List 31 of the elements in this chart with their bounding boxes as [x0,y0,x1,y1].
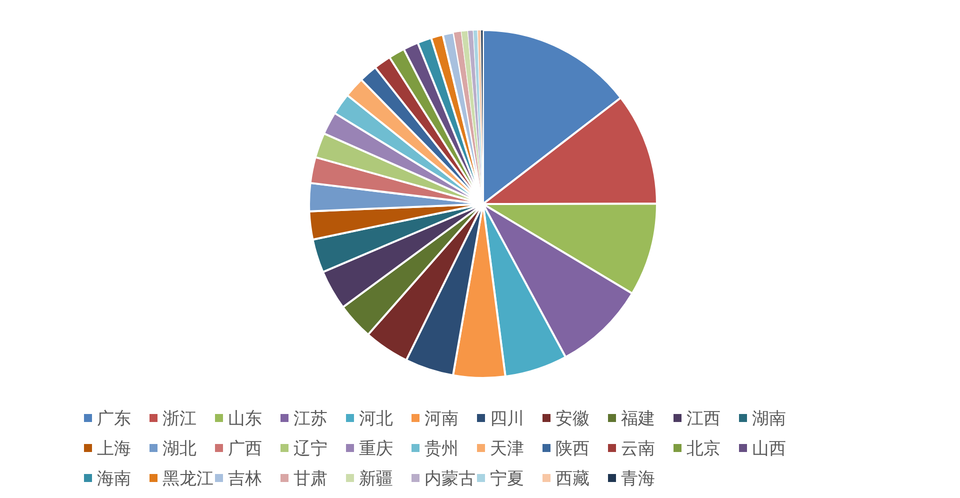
legend-label: 安徽 [556,409,590,429]
legend-label: 湖南 [752,409,786,429]
legend-label: 四川 [490,409,524,429]
legend-label: 西藏 [556,469,590,489]
legend-label: 陕西 [556,439,590,459]
legend-label: 浙江 [162,409,196,429]
legend-label: 广东 [97,409,131,429]
legend-label: 辽宁 [294,439,328,459]
legend-label: 青海 [621,469,655,489]
legend-label: 北京 [686,439,720,459]
legend-label: 重庆 [359,439,393,459]
legend-label: 广西 [228,439,262,459]
legend-label: 山西 [752,439,786,459]
legend-label: 江西 [686,409,720,429]
legend-label: 湖北 [162,439,196,459]
legend-label: 河北 [359,409,393,429]
legend-label: 山东 [228,409,262,429]
legend-label: 内蒙古 [424,469,476,489]
legend-label: 天津 [490,439,524,459]
legend-label: 河南 [424,409,458,429]
legend-label: 黑龙江 [162,469,214,489]
legend-label: 江苏 [294,409,328,429]
legend-label: 云南 [621,439,655,459]
legend-label: 新疆 [359,469,393,489]
legend-label: 贵州 [424,439,458,459]
legend-label: 福建 [621,409,655,429]
legend-label: 上海 [97,439,131,459]
legend-label: 吉林 [228,469,262,489]
legend-label: 甘肃 [294,469,328,489]
legend-label: 海南 [97,469,131,489]
legend-label: 宁夏 [490,469,524,489]
